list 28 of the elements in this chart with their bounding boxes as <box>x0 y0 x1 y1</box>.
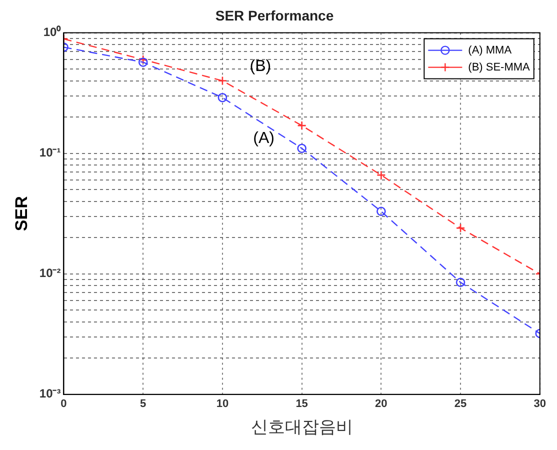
point <box>218 92 228 102</box>
y-tick-label: 10⁰ <box>43 25 62 40</box>
x-tick-label: 10 <box>216 398 229 410</box>
point <box>138 58 148 67</box>
x-tick-label: 20 <box>375 398 388 410</box>
y-tick-label: 10⁻¹ <box>39 146 61 160</box>
y-axis-title: SER <box>12 196 31 232</box>
y-tick-label: 10⁻² <box>39 266 61 280</box>
point <box>456 223 466 233</box>
point <box>456 278 466 288</box>
annotation: (A) <box>253 130 274 147</box>
x-tick-label: 5 <box>140 398 146 410</box>
point <box>138 54 148 64</box>
point <box>297 144 306 153</box>
point <box>218 76 228 86</box>
x-tick-label: 25 <box>454 398 467 410</box>
legend-label: (A) MMA <box>468 44 512 56</box>
y-tick-label: 10⁻³ <box>39 386 61 401</box>
point <box>297 120 306 130</box>
x-tick-label: 15 <box>296 398 308 410</box>
x-tick-label: 0 <box>60 398 67 410</box>
x-axis-title: 신호대잡음비 <box>250 417 353 436</box>
x-tick-label: 30 <box>534 398 546 410</box>
annotation: (B) <box>250 58 272 76</box>
point <box>376 206 386 216</box>
point <box>376 170 386 180</box>
chart-title: SER Performance <box>215 7 334 24</box>
legend-label: (B) SE-MMA <box>468 61 531 74</box>
